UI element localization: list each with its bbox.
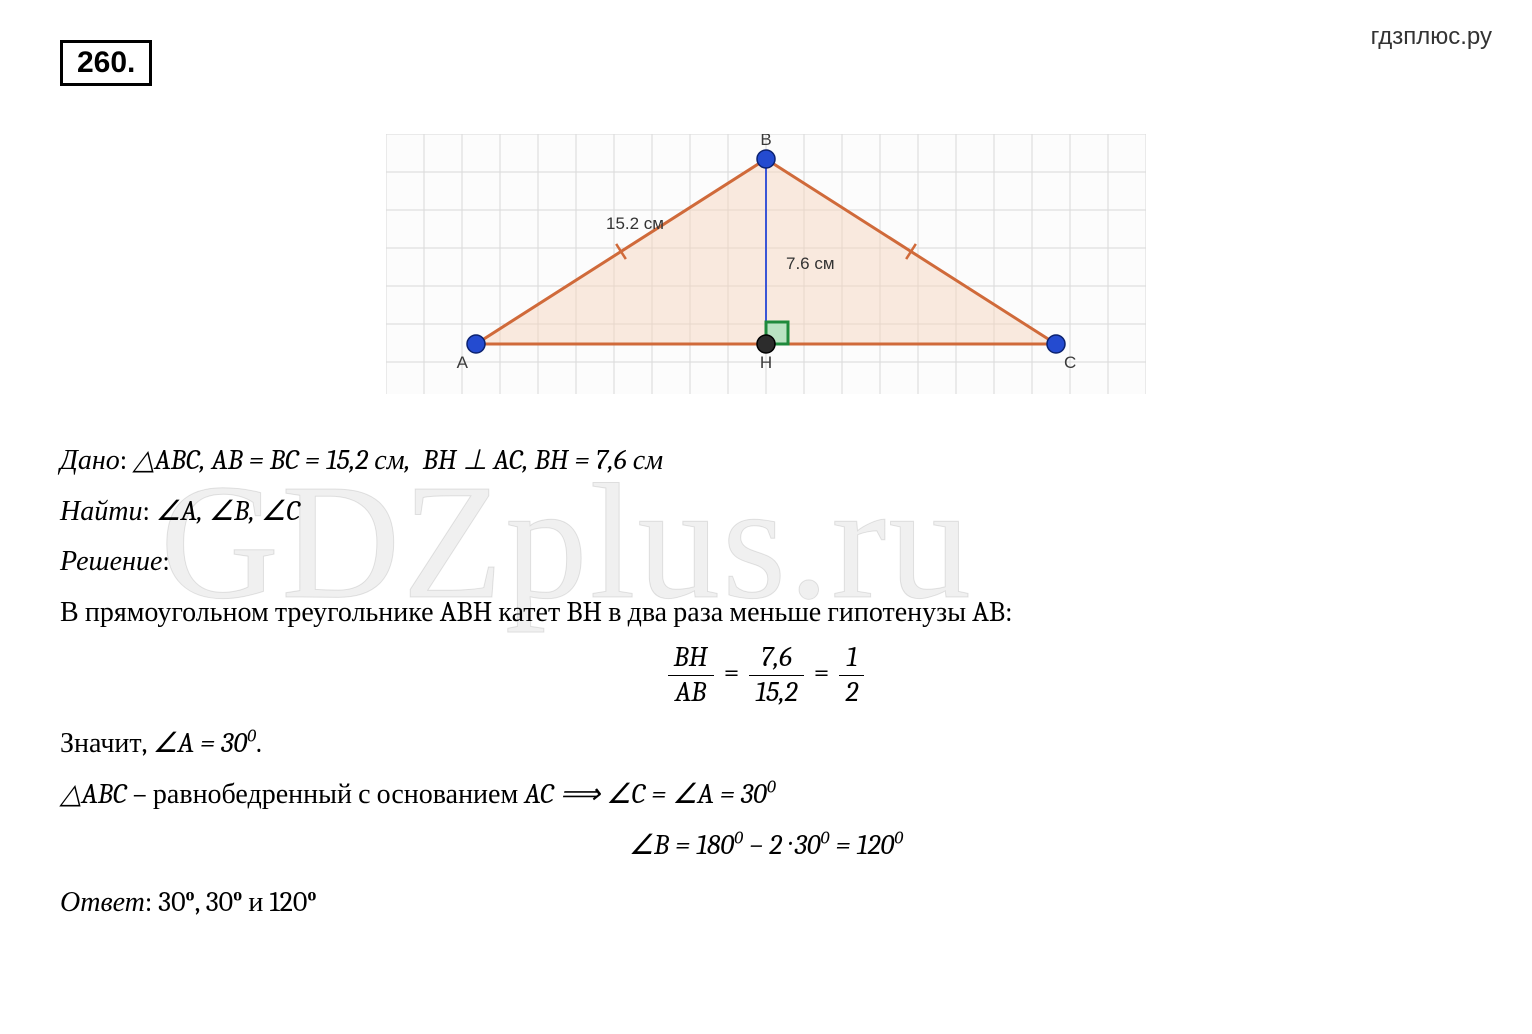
line3-expr: AC ⟹ ∠C = ∠A = 30 [524, 778, 766, 810]
answer-line: Ответ: 30о, 30о и 120о [60, 880, 1472, 925]
svg-text:15.2 см: 15.2 см [606, 214, 664, 233]
solution-line-3: △ABC – равнобедренный с основанием AC ⟹ … [60, 772, 1472, 817]
line4-a: ∠B = 180 [629, 829, 734, 861]
frac3-den: 2 [839, 676, 864, 710]
find-expr: ∠A, ∠B, ∠C [156, 495, 300, 527]
triangle-diagram: 15.2 см 7.6 см A B C H [386, 134, 1146, 408]
answer-deg-1: о [186, 884, 195, 905]
problem-number: 260. [60, 40, 152, 86]
line4-c: = 120 [829, 829, 894, 861]
line4-deg-1: 0 [734, 827, 743, 848]
solution-label-line: Решение: [60, 539, 1472, 584]
answer-label: Ответ [60, 886, 145, 918]
frac2-den: 15,2 [749, 676, 803, 710]
svg-text:H: H [760, 353, 772, 372]
line3-prefix: – равнобедренный с основанием [133, 778, 525, 810]
given-expr-2: BH ⊥ AC, BH = 7,6 см [423, 444, 663, 476]
find-label: Найти [60, 495, 142, 527]
given-label: Дано [60, 444, 120, 476]
given-expr-1: △ABC, AB = BC = 15,2 см, [133, 444, 410, 476]
answer-c: 120 [270, 886, 308, 918]
answer-sep1: , [195, 886, 206, 918]
line2-deg: 0 [247, 726, 256, 747]
fraction-equation: BH AB = 7,6 15,2 = 1 2 [60, 641, 1472, 709]
answer-deg-3: о [307, 884, 316, 905]
solution-line-2: Значит, ∠A = 300. [60, 721, 1472, 766]
line1-text: В прямоугольном треугольнике ABH катет B… [60, 596, 1013, 628]
svg-text:B: B [760, 134, 771, 149]
line2-prefix: Значит, [60, 727, 153, 759]
answer-deg-2: о [233, 884, 242, 905]
frac1-den: AB [668, 676, 714, 710]
site-link: гдзплюс.ру [1371, 18, 1492, 56]
answer-a: 30 [158, 886, 185, 918]
svg-text:7.6 см: 7.6 см [786, 254, 835, 273]
line4-b: − 2 · 30 [743, 829, 821, 861]
solution-text: Дано: △ABC, AB = BC = 15,2 см, BH ⊥ AC, … [60, 438, 1472, 925]
frac-bh-ab: BH AB [668, 641, 714, 709]
line4-deg-3: 0 [894, 827, 903, 848]
angle-b-equation: ∠B = 1800 − 2 · 300 = 1200 [60, 823, 1472, 868]
frac-1-2: 1 2 [839, 641, 864, 709]
line3-deg: 0 [767, 777, 776, 798]
frac-76-152: 7,6 15,2 [749, 641, 803, 709]
frac1-num: BH [668, 641, 714, 676]
answer-b: 30 [206, 886, 233, 918]
svg-text:C: C [1064, 353, 1076, 372]
diagram-container: 15.2 см 7.6 см A B C H [60, 134, 1472, 408]
solution-label: Решение [60, 545, 162, 577]
page-root: гдзплюс.ру 260. GDZplus.ru 15.2 см7.6 см… [0, 0, 1532, 1034]
solution-line-1: В прямоугольном треугольнике ABH катет B… [60, 590, 1472, 635]
frac2-num: 7,6 [749, 641, 803, 676]
line2-suffix: . [256, 727, 262, 759]
find-line: Найти: ∠A, ∠B, ∠C [60, 489, 1472, 534]
given-line: Дано: △ABC, AB = BC = 15,2 см, BH ⊥ AC, … [60, 438, 1472, 483]
diagram-svg: 15.2 см 7.6 см A B C H [386, 134, 1146, 394]
line2-expr: ∠A = 30 [153, 727, 247, 759]
answer-sep2: и [242, 886, 269, 918]
frac3-num: 1 [839, 641, 864, 676]
svg-text:A: A [457, 353, 469, 372]
